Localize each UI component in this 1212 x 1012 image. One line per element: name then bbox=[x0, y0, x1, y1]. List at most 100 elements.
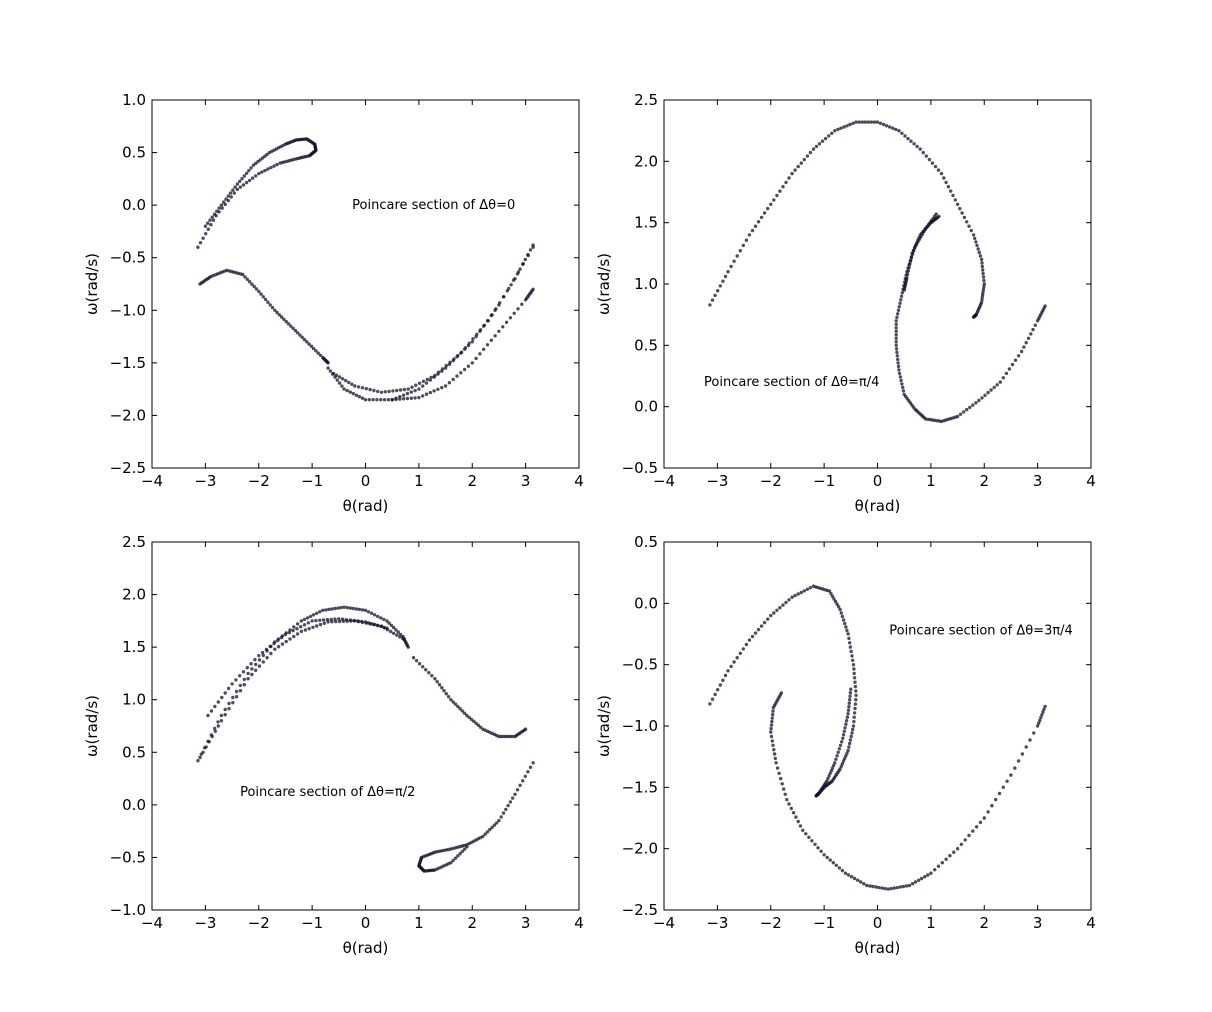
data-points bbox=[196, 605, 535, 873]
data-point bbox=[940, 861, 944, 865]
data-point bbox=[302, 617, 307, 622]
data-point bbox=[924, 154, 928, 158]
data-point bbox=[907, 265, 911, 270]
data-point bbox=[485, 830, 490, 834]
data-point bbox=[303, 628, 307, 632]
data-point bbox=[196, 759, 200, 763]
data-point bbox=[210, 734, 214, 739]
data-point bbox=[387, 389, 391, 394]
x-tick-label: −1 bbox=[301, 472, 323, 490]
data-point bbox=[417, 662, 422, 666]
data-point bbox=[466, 364, 471, 368]
data-point bbox=[994, 797, 998, 802]
data-point bbox=[437, 370, 441, 374]
data-point bbox=[206, 227, 210, 231]
data-point bbox=[242, 677, 246, 682]
data-point bbox=[351, 606, 355, 611]
data-point bbox=[238, 179, 242, 184]
data-point bbox=[851, 724, 856, 728]
data-point bbox=[257, 653, 261, 658]
x-tick-label: −1 bbox=[813, 914, 835, 932]
data-point bbox=[779, 776, 783, 781]
data-point bbox=[498, 301, 502, 305]
x-tick-label: −1 bbox=[301, 914, 323, 932]
data-point bbox=[226, 686, 231, 691]
data-point bbox=[460, 849, 464, 854]
data-point bbox=[198, 755, 202, 760]
data-point bbox=[845, 751, 849, 755]
data-point bbox=[880, 886, 884, 890]
data-point bbox=[897, 371, 902, 376]
data-point bbox=[874, 885, 878, 889]
data-point bbox=[1001, 785, 1005, 789]
data-point bbox=[417, 381, 422, 385]
data-point bbox=[830, 131, 834, 135]
y-tick-label: 2.0 bbox=[122, 586, 146, 604]
data-point bbox=[273, 308, 277, 312]
data-point bbox=[328, 369, 333, 373]
data-point bbox=[721, 279, 725, 283]
data-point bbox=[283, 632, 288, 637]
data-point bbox=[444, 363, 448, 368]
data-point bbox=[814, 794, 818, 798]
data-point bbox=[896, 312, 900, 316]
data-point bbox=[802, 157, 806, 162]
data-point bbox=[229, 195, 233, 199]
data-point bbox=[982, 816, 986, 820]
data-point bbox=[983, 393, 987, 397]
data-point bbox=[853, 680, 857, 684]
x-tick-label: 4 bbox=[1086, 472, 1096, 490]
data-point bbox=[849, 687, 853, 691]
data-point bbox=[992, 385, 996, 390]
data-point bbox=[847, 705, 851, 709]
data-point bbox=[762, 211, 767, 215]
data-point bbox=[828, 771, 832, 775]
data-point bbox=[342, 605, 346, 609]
data-point bbox=[846, 712, 850, 716]
data-point bbox=[777, 771, 781, 775]
data-point bbox=[265, 656, 269, 660]
data-point bbox=[375, 398, 379, 402]
data-point bbox=[531, 243, 535, 247]
data-point bbox=[772, 752, 777, 756]
data-point bbox=[1040, 713, 1044, 717]
data-point bbox=[782, 787, 786, 791]
data-point bbox=[912, 142, 916, 146]
data-point bbox=[778, 189, 782, 193]
data-point bbox=[311, 346, 316, 351]
data-point bbox=[448, 360, 452, 364]
data-point bbox=[383, 390, 387, 394]
data-point bbox=[832, 763, 836, 768]
data-point bbox=[781, 603, 785, 607]
data-point bbox=[787, 598, 791, 602]
data-point bbox=[718, 284, 722, 288]
data-point bbox=[775, 766, 780, 770]
data-point bbox=[772, 748, 776, 752]
data-point bbox=[307, 627, 311, 631]
data-point bbox=[462, 367, 467, 372]
data-point bbox=[741, 647, 745, 651]
data-point bbox=[771, 712, 775, 717]
data-point bbox=[501, 295, 506, 299]
data-point bbox=[921, 150, 925, 155]
data-point bbox=[247, 178, 252, 183]
data-point bbox=[409, 396, 413, 400]
data-point bbox=[244, 180, 249, 185]
data-point bbox=[254, 287, 259, 291]
data-point bbox=[443, 384, 448, 388]
data-point bbox=[926, 873, 930, 877]
data-point bbox=[884, 124, 889, 128]
data-point bbox=[830, 766, 835, 770]
data-point bbox=[856, 878, 860, 882]
data-point bbox=[368, 387, 372, 392]
data-point bbox=[209, 223, 213, 227]
data-point bbox=[286, 322, 291, 326]
data-point bbox=[326, 366, 330, 370]
data-point bbox=[494, 307, 498, 311]
data-point bbox=[223, 707, 227, 712]
data-point bbox=[909, 139, 913, 143]
data-point bbox=[848, 738, 853, 742]
data-point bbox=[897, 368, 901, 372]
data-point bbox=[385, 626, 389, 630]
